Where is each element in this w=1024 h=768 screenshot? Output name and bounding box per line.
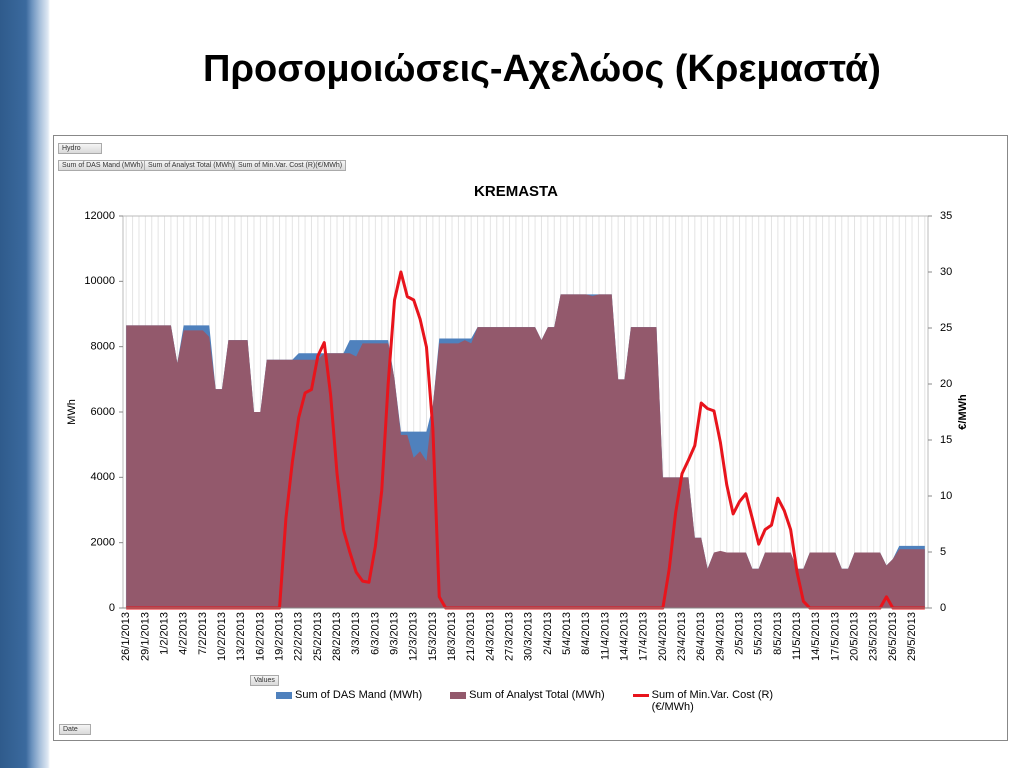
x-tick-label: 23/4/2013 bbox=[676, 612, 688, 661]
x-tick-label: 26/1/2013 bbox=[120, 612, 132, 661]
y-tick-label: 12000 bbox=[84, 210, 115, 222]
y2-tick-label: 10 bbox=[940, 490, 952, 502]
y-tick-label: 2000 bbox=[91, 537, 115, 549]
legend-swatch bbox=[276, 692, 292, 699]
y2-tick-label: 0 bbox=[940, 602, 946, 614]
y2-tick-label: 25 bbox=[940, 322, 952, 334]
x-tick-label: 21/3/2013 bbox=[465, 612, 477, 661]
x-tick-label: 9/3/2013 bbox=[388, 612, 400, 655]
side-bar bbox=[0, 0, 50, 768]
x-tick-label: 27/3/2013 bbox=[503, 612, 515, 661]
legend-item: Sum of DAS Mand (MWh) bbox=[276, 689, 422, 713]
x-tick-label: 19/2/2013 bbox=[273, 612, 285, 661]
x-tick-label: 15/3/2013 bbox=[427, 612, 439, 661]
x-tick-label: 14/5/2013 bbox=[810, 612, 822, 661]
x-tick-label: 29/5/2013 bbox=[906, 612, 918, 661]
y-tick-label: 4000 bbox=[91, 471, 115, 483]
x-tick-label: 28/2/2013 bbox=[331, 612, 343, 661]
y2-axis-label: €/MWh bbox=[957, 394, 969, 430]
x-tick-label: 18/3/2013 bbox=[446, 612, 458, 661]
y2-tick-label: 20 bbox=[940, 378, 952, 390]
y2-tick-label: 15 bbox=[940, 434, 952, 446]
y-tick-label: 8000 bbox=[91, 341, 115, 353]
x-tick-label: 23/5/2013 bbox=[868, 612, 880, 661]
legend-swatch bbox=[632, 694, 649, 697]
y2-tick-label: 30 bbox=[940, 266, 952, 278]
y-tick-label: 10000 bbox=[84, 275, 115, 287]
chart-frame bbox=[53, 135, 1008, 741]
x-tick-label: 1/2/2013 bbox=[158, 612, 170, 655]
x-tick-label: 29/4/2013 bbox=[714, 612, 726, 661]
area bbox=[126, 294, 925, 608]
legend-item: Sum of Analyst Total (MWh) bbox=[450, 689, 605, 713]
x-tick-label: 17/4/2013 bbox=[638, 612, 650, 661]
x-tick-label: 10/2/2013 bbox=[216, 612, 228, 661]
legend-label: Sum of Min.Var. Cost (R) (€/MWh) bbox=[651, 689, 774, 713]
x-tick-label: 17/5/2013 bbox=[829, 612, 841, 661]
x-tick-label: 2/5/2013 bbox=[733, 612, 745, 655]
x-tick-label: 4/2/2013 bbox=[178, 612, 190, 655]
x-tick-label: 22/2/2013 bbox=[293, 612, 305, 661]
legend-label: Sum of DAS Mand (MWh) bbox=[295, 689, 423, 701]
x-tick-label: 16/2/2013 bbox=[254, 612, 266, 661]
x-tick-label: 25/2/2013 bbox=[312, 612, 324, 661]
legend-label: Sum of Analyst Total (MWh) bbox=[469, 689, 605, 701]
y-tick-label: 6000 bbox=[91, 406, 115, 418]
x-tick-label: 26/4/2013 bbox=[695, 612, 707, 661]
x-tick-label: 8/4/2013 bbox=[580, 612, 592, 655]
x-tick-label: 20/5/2013 bbox=[848, 612, 860, 661]
x-tick-label: 14/4/2013 bbox=[618, 612, 630, 661]
x-tick-label: 11/5/2013 bbox=[791, 612, 803, 660]
x-tick-label: 11/4/2013 bbox=[599, 612, 611, 660]
x-tick-label: 24/3/2013 bbox=[484, 612, 496, 661]
y-tick-label: 0 bbox=[109, 602, 115, 614]
filter-button[interactable]: Hydro bbox=[58, 143, 102, 154]
x-tick-label: 30/3/2013 bbox=[523, 612, 535, 661]
y2-tick-label: 35 bbox=[940, 210, 952, 222]
x-tick-label: 12/3/2013 bbox=[408, 612, 420, 661]
x-tick-label: 8/5/2013 bbox=[772, 612, 784, 655]
x-tick-label: 20/4/2013 bbox=[657, 612, 669, 661]
x-tick-label: 13/2/2013 bbox=[235, 612, 247, 661]
x-tick-label: 5/5/2013 bbox=[753, 612, 765, 655]
x-tick-label: 29/1/2013 bbox=[139, 612, 151, 661]
legend: Sum of DAS Mand (MWh) Sum of Analyst Tota… bbox=[276, 689, 777, 713]
field-button[interactable]: Sum of Min.Var. Cost (R)(€/MWh) bbox=[234, 160, 347, 171]
x-tick-label: 6/3/2013 bbox=[369, 612, 381, 655]
x-tick-label: 26/5/2013 bbox=[887, 612, 899, 661]
x-tick-label: 2/4/2013 bbox=[542, 612, 554, 655]
x-tick-label: 7/2/2013 bbox=[197, 612, 209, 655]
slide-title: Προσομοιώσεις-Αχελώος (Κρεμαστά) bbox=[203, 48, 881, 90]
legend-swatch bbox=[450, 692, 467, 699]
axis-button[interactable]: Date bbox=[59, 724, 91, 735]
values-button[interactable]: Values bbox=[250, 675, 279, 686]
legend-item: Sum of Min.Var. Cost (R) (€/MWh) bbox=[632, 689, 777, 713]
x-tick-label: 3/3/2013 bbox=[350, 612, 362, 655]
chart-title: KREMASTA bbox=[474, 183, 558, 200]
x-tick-label: 5/4/2013 bbox=[561, 612, 573, 655]
y-axis-label: MWh bbox=[66, 399, 78, 425]
y2-tick-label: 5 bbox=[940, 546, 946, 558]
